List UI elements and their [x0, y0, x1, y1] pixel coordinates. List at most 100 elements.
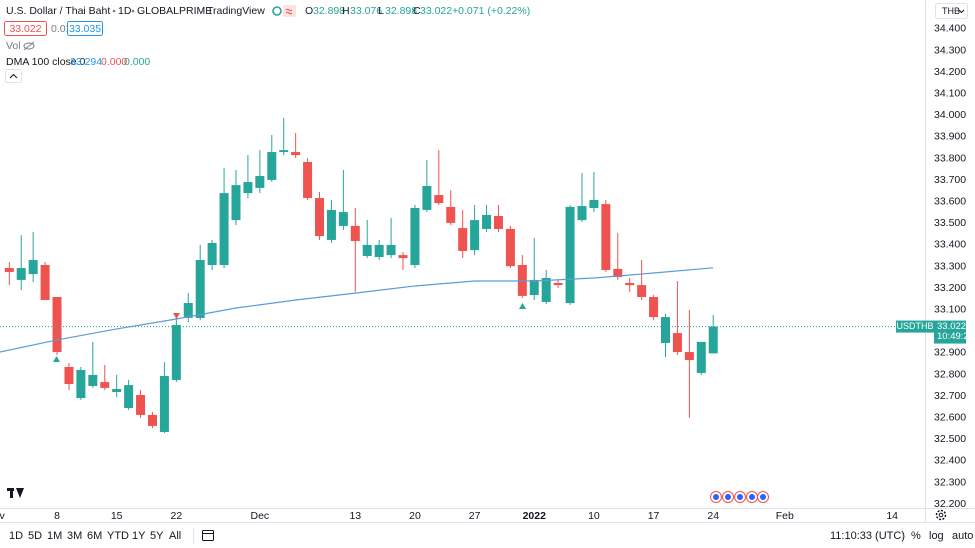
candle-body	[291, 152, 301, 156]
candle-body	[350, 225, 360, 242]
candle-body	[493, 215, 503, 229]
high-value: 33.076	[350, 5, 382, 17]
ask-box[interactable]	[67, 21, 103, 36]
currency-chevron	[958, 9, 965, 14]
market-status[interactable]	[272, 6, 282, 16]
collapse-icon	[9, 73, 18, 79]
buy-signal	[53, 356, 60, 362]
y-tick-label: 33.400	[934, 239, 966, 251]
indicator-reading: 0.000	[124, 56, 150, 68]
indicator-name: DMA 100 close 0	[6, 56, 86, 68]
range-button[interactable]: 1M	[47, 530, 62, 542]
symbol: U.S. Dollar / Thai Baht	[6, 5, 110, 17]
candle-body	[159, 376, 169, 432]
candle-body	[482, 214, 492, 229]
open-label: O	[305, 5, 313, 17]
candle-body	[577, 206, 587, 221]
y-tick-label: 33.900	[934, 131, 966, 143]
candle-body	[589, 200, 599, 208]
candle-body	[434, 195, 444, 204]
candle-body	[410, 207, 420, 266]
range-button[interactable]: 5D	[28, 530, 42, 542]
candle-body	[708, 326, 718, 354]
y-tick-label: 32.500	[934, 433, 966, 445]
scale-option[interactable]: auto	[952, 530, 973, 542]
buy-signal	[519, 303, 526, 309]
candle-body	[553, 282, 563, 286]
range-button[interactable]: 6M	[87, 530, 102, 542]
candle-body	[243, 182, 253, 194]
y-tick-label: 33.300	[934, 260, 966, 272]
candle-body	[112, 388, 122, 393]
candle-body	[195, 260, 205, 318]
candle-body	[446, 206, 456, 223]
candle-body	[672, 333, 682, 353]
candle-body	[529, 279, 539, 296]
range-button[interactable]: 1Y	[132, 530, 146, 542]
candle-body	[4, 268, 14, 272]
candle-body	[422, 185, 432, 210]
collapse-button[interactable]	[5, 69, 22, 83]
separator	[201, 9, 205, 13]
close-label: C	[413, 5, 421, 17]
range-button[interactable]: 5Y	[150, 530, 164, 542]
indicator-reading: 0.000	[101, 56, 127, 68]
candle-body	[76, 369, 86, 399]
candle-body	[541, 277, 551, 302]
y-tick-label: 33.600	[934, 196, 966, 208]
moving-average	[0, 267, 714, 353]
candle-body	[100, 382, 110, 388]
x-tick-label: 13	[349, 510, 361, 522]
range-button[interactable]: YTD	[107, 530, 129, 542]
ask[interactable]: 33.035	[69, 23, 101, 35]
currency-button[interactable]	[935, 3, 968, 19]
scale-option[interactable]: log	[929, 530, 944, 542]
settings-icon[interactable]	[935, 509, 947, 521]
y-tick-label: 32.600	[934, 411, 966, 423]
price-label: 33.022	[937, 321, 966, 332]
range-button[interactable]: 1D	[9, 530, 23, 542]
candle-body	[231, 185, 241, 221]
x-tick-label: Feb	[776, 510, 794, 522]
y-tick-label: 33.100	[934, 304, 966, 316]
source: TradingView	[207, 5, 265, 17]
bid[interactable]: 33.022	[9, 23, 41, 35]
y-tick-label: 32.800	[934, 368, 966, 380]
x-tick-label: 24	[707, 510, 719, 522]
hide-icon[interactable]	[23, 41, 35, 51]
currency[interactable]: THB	[942, 6, 960, 16]
volume-label: Vol	[6, 40, 21, 52]
candle-body	[374, 244, 384, 258]
y-tick-label: 32.300	[934, 476, 966, 488]
y-tick-label: 33.800	[934, 152, 966, 164]
clock[interactable]: 11:10:33 (UTC)	[830, 530, 905, 542]
x-tick-label: 10	[588, 510, 600, 522]
symbol-label-box	[896, 320, 934, 333]
separator	[112, 9, 116, 13]
y-tick-label: 33.200	[934, 282, 966, 294]
candle-body	[601, 204, 611, 270]
candle-body	[362, 244, 372, 256]
range-button[interactable]: All	[169, 530, 181, 542]
date-range-icon[interactable]	[202, 530, 214, 541]
x-tick-label: 14	[886, 510, 898, 522]
candle-body	[649, 296, 659, 318]
candle-body	[637, 285, 647, 297]
candle-body	[255, 176, 265, 188]
x-tick-label: v	[0, 510, 6, 522]
candle-body	[124, 385, 134, 408]
toolbar: 1D 5D 1M 3M 6M YTD 1Y 5Y All% log auto	[9, 530, 973, 542]
range-button[interactable]: 3M	[67, 530, 82, 542]
candle-body	[267, 152, 277, 180]
candle-body	[684, 352, 694, 361]
y-tick-label: 34.000	[934, 109, 966, 121]
candle-body	[625, 282, 635, 286]
scale-option[interactable]: %	[911, 530, 921, 542]
event-flags[interactable]	[710, 491, 769, 503]
symbol-label: USDTHB	[896, 321, 933, 331]
candle-body	[458, 228, 468, 251]
y-tick-label: 32.900	[934, 347, 966, 359]
bid-box[interactable]	[4, 21, 47, 36]
close-value: 33.022	[420, 5, 452, 17]
